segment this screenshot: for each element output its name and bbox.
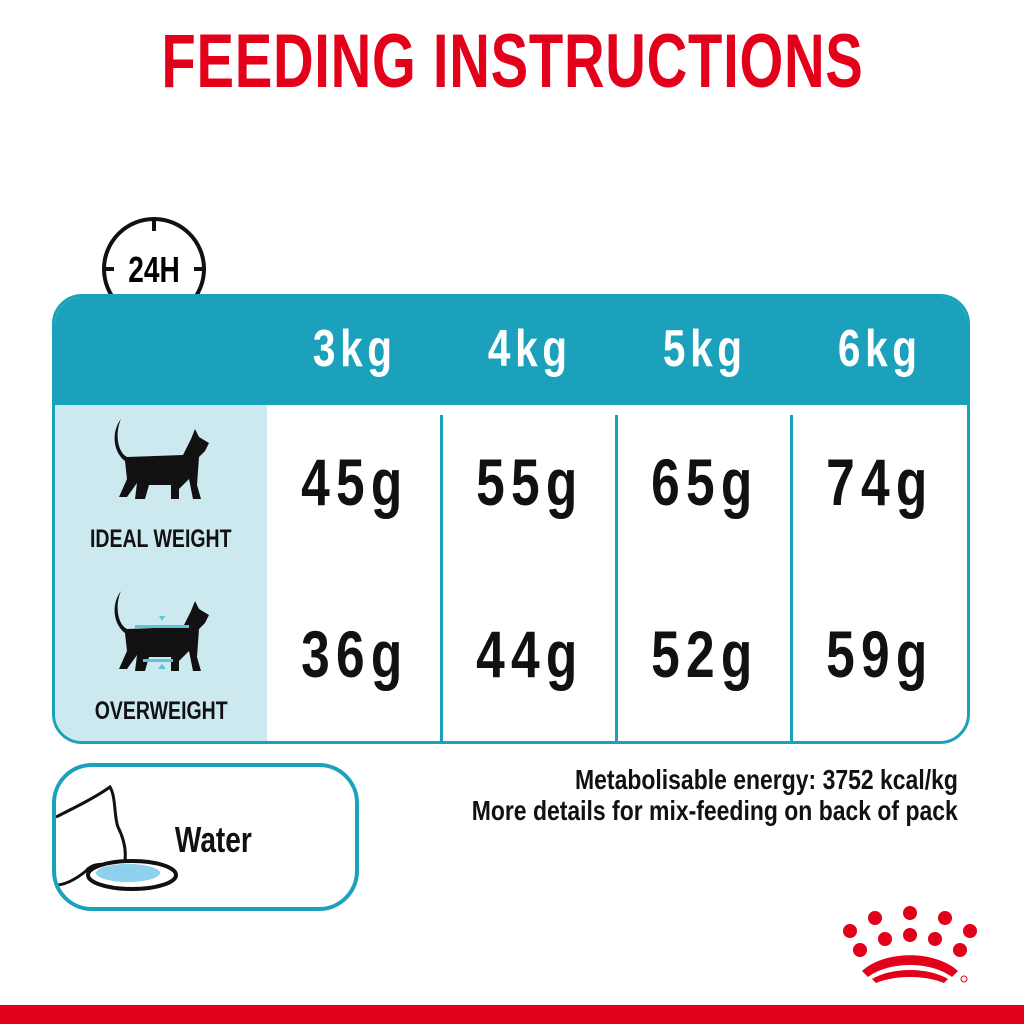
column-header: 3kg	[313, 320, 397, 378]
column-header: 5kg	[663, 320, 747, 378]
row-label-ideal-weight: IDEAL WEIGHT	[90, 525, 232, 553]
value-cell: 52g	[651, 617, 759, 691]
table-header: 3kg 4kg 5kg 6kg	[55, 297, 967, 405]
cat-overweight-icon	[114, 591, 209, 671]
row-label-overweight: OVERWEIGHT	[94, 697, 228, 725]
value-cell: 44g	[476, 617, 584, 691]
value-cell: 74g	[826, 445, 934, 519]
value-cell: 59g	[826, 617, 934, 691]
mix-feeding-note: More details for mix-feeding on back of …	[471, 795, 958, 826]
column-header: 6kg	[838, 320, 922, 378]
column-header: 4kg	[488, 320, 572, 378]
row-labels-column: IDEAL WEIGHT OVERWEIGHT	[55, 405, 267, 741]
feeding-table: 3kg 4kg 5kg 6kg IDEAL WEIGHT OVERWEIGHT …	[52, 294, 970, 744]
column-divider	[615, 415, 618, 741]
water-label: Water	[174, 819, 252, 860]
value-cell: 65g	[651, 445, 759, 519]
column-divider	[440, 415, 443, 741]
cat-ideal-weight-icon	[114, 419, 209, 499]
cat-drinking-water-icon	[56, 784, 178, 891]
value-cell: 36g	[301, 617, 409, 691]
column-divider	[790, 415, 793, 741]
energy-note: Metabolisable energy: 3752 kcal/kg	[575, 764, 958, 795]
clock-label: 24H	[128, 249, 180, 290]
notes: Metabolisable energy: 3752 kcal/kg More …	[365, 764, 958, 826]
value-cell: 45g	[301, 445, 409, 519]
water-box: Water	[52, 763, 359, 911]
bottom-brand-bar	[0, 1005, 1024, 1024]
page-title: FEEDING INSTRUCTIONS	[160, 19, 864, 104]
royal-canin-crown-logo	[843, 906, 977, 983]
value-cell: 55g	[476, 445, 584, 519]
